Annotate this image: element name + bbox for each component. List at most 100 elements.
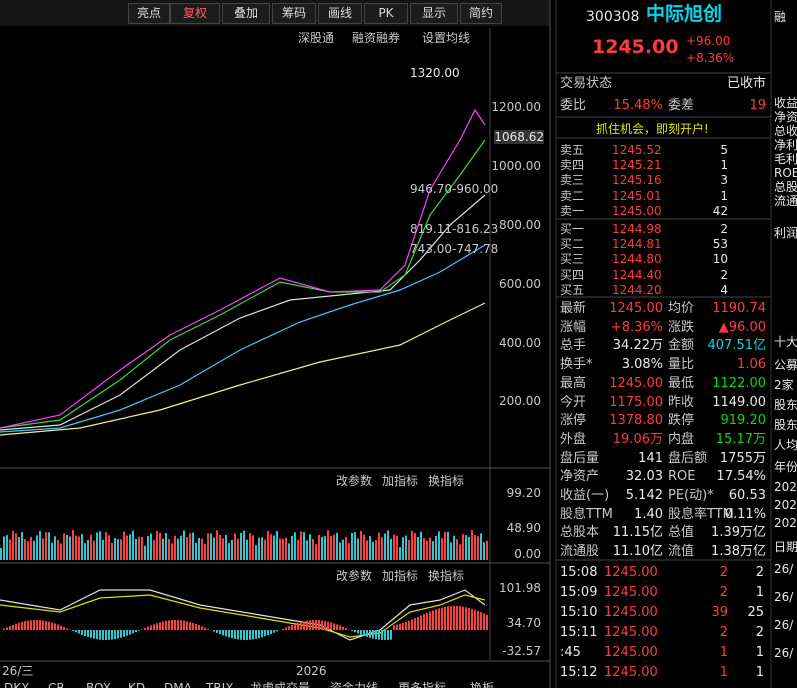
stat-value: 17.54% [716, 469, 766, 485]
volume-bar-deco [366, 540, 368, 560]
macd-bar-deco [408, 620, 410, 630]
toolbar-button[interactable]: PK [364, 3, 408, 24]
volume-bar-deco [192, 532, 194, 560]
side-item: 毛利 [774, 152, 797, 166]
volume-bar-deco [21, 532, 23, 560]
indicator-tab[interactable]: TRIX [206, 681, 234, 688]
toolbar-button[interactable]: 简约 [460, 3, 502, 24]
volume-bar-deco [396, 535, 398, 560]
ma-line [0, 139, 486, 429]
stat-value: 1149.00 [712, 394, 766, 410]
volume-bar-deco [375, 539, 377, 560]
volume-bar-deco [45, 532, 47, 560]
side-item: 融 [774, 10, 787, 24]
pane-tool[interactable]: 换指标 [428, 474, 465, 488]
stat-label: 净资产 [560, 469, 600, 485]
volume-bar-deco [204, 543, 206, 560]
pane-tool[interactable]: 改参数 [336, 474, 373, 488]
stat-value: 919.20 [720, 413, 767, 429]
macd-axis-label: 34.70 [506, 616, 541, 630]
book-label: 买五 [560, 282, 585, 297]
volume-bar-deco [363, 534, 365, 560]
macd-bar-deco [276, 630, 278, 632]
volume-bar-deco [24, 538, 26, 560]
volume-bar-deco [174, 535, 176, 560]
banner-link[interactable]: 抓住机会，即刻开户! [596, 122, 709, 136]
toolbar-button[interactable]: 亮点 [128, 3, 170, 24]
macd-bar-deco [447, 606, 449, 630]
macd-bar-deco [57, 624, 59, 630]
pane-tool[interactable]: 换指标 [428, 569, 465, 583]
macd-bar-deco [183, 620, 185, 630]
volume-bar-deco [225, 535, 227, 560]
pane-tool[interactable]: 加指标 [382, 569, 419, 583]
macd-bar-deco [156, 623, 158, 630]
macd-bar-deco [462, 606, 464, 630]
indicator-tab[interactable]: CR [48, 681, 65, 688]
volume-bar-deco [102, 539, 104, 560]
indicator-tab[interactable]: 换板 [470, 681, 495, 688]
indicator-tab[interactable]: DMA [164, 681, 192, 688]
volume-bar-deco [354, 532, 356, 560]
volume-bar-deco [435, 536, 437, 560]
toolbar-button[interactable]: 复权 [170, 3, 220, 24]
sub-link[interactable]: 融资融券 [352, 31, 401, 45]
volume-bar-deco [18, 536, 20, 560]
volume-bar-deco [114, 538, 116, 560]
volume-bar-deco [240, 532, 242, 560]
indicator-tab[interactable]: KD [128, 681, 146, 688]
macd-bar-deco [126, 630, 128, 636]
volume-bar-deco [162, 538, 164, 560]
macd-bar-deco [174, 620, 176, 630]
book-volume: 5 [720, 143, 728, 157]
tick-count: 2 [755, 625, 764, 640]
toolbar-button[interactable]: 筹码 [272, 3, 316, 24]
volume-bar-deco [267, 531, 269, 560]
volume-bar-deco [249, 533, 251, 560]
volume-bar-deco [303, 532, 305, 560]
stat-value: 1122.00 [712, 375, 766, 391]
macd-bar-deco [435, 609, 437, 630]
book-price: 1244.81 [612, 237, 662, 252]
volume-bar-deco [72, 530, 74, 560]
price-axis-label: 400.00 [499, 336, 541, 350]
volume-bar-deco [480, 533, 482, 560]
tick-time: :45 [560, 645, 581, 660]
macd-bar-deco [273, 630, 275, 633]
indicator-tab[interactable]: 资金力线 [330, 681, 379, 688]
toolbar-button[interactable]: 显示 [410, 3, 458, 24]
toolbar-button[interactable]: 画线 [318, 3, 362, 24]
indicator-tab[interactable]: 更多指标 [398, 681, 447, 688]
indicator-tab[interactable]: 龙虎成交量 [250, 681, 311, 688]
price-change: +96.00 [686, 34, 731, 48]
stat-label: 股息TTM [560, 506, 613, 522]
volume-bar-deco [69, 536, 71, 560]
book-label: 卖一 [560, 203, 585, 218]
toolbar-button[interactable]: 叠加 [222, 3, 270, 24]
volume-bar-deco [426, 540, 428, 560]
price-change-pct: +8.36% [686, 51, 735, 65]
macd-bar-deco [315, 620, 317, 630]
macd-bar-deco [63, 626, 65, 630]
volume-bar-deco [132, 530, 134, 560]
book-volume: 2 [720, 222, 728, 236]
indicator-tab[interactable]: DKX [4, 681, 30, 688]
sub-link[interactable]: 深股通 [298, 31, 335, 45]
pane-tool[interactable]: 加指标 [382, 474, 419, 488]
volume-bar-deco [474, 535, 476, 560]
decorative-bars [0, 530, 488, 640]
macd-bar-deco [138, 630, 140, 631]
book-price: 1245.00 [612, 203, 662, 218]
volume-bar-deco [57, 540, 59, 560]
stat-label: PE(动)* [668, 488, 714, 503]
indicator-tab[interactable]: BOX [86, 681, 111, 688]
sub-link[interactable]: 设置均线 [422, 31, 471, 45]
pane-tool[interactable]: 改参数 [336, 569, 373, 583]
macd-bar-deco [9, 626, 11, 630]
tick-time: 15:12 [560, 665, 598, 680]
macd-bar-deco [165, 620, 167, 630]
volume-bar-deco [456, 539, 458, 560]
volume-bar-deco [471, 530, 473, 560]
volume-bar-deco [255, 545, 257, 560]
